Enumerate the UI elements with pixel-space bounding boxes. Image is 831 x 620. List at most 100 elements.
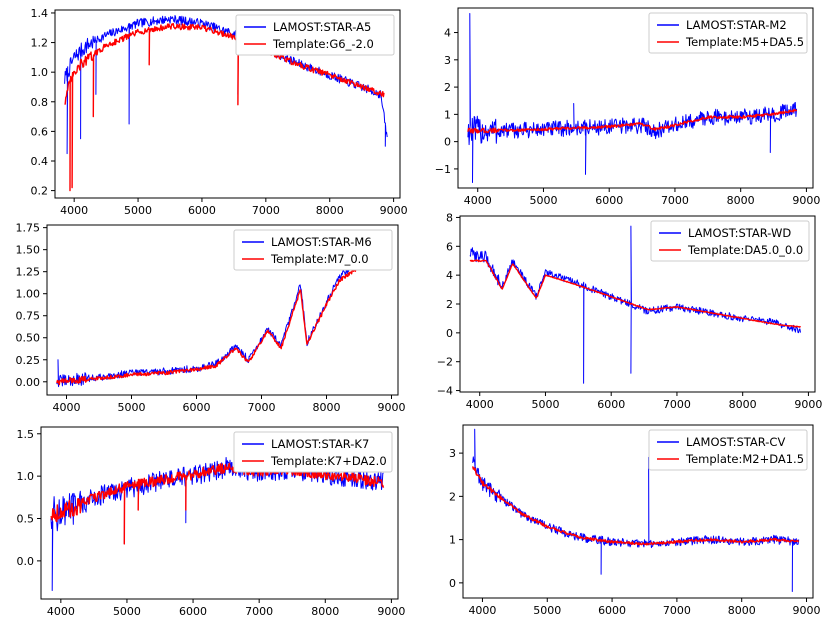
series-line-template bbox=[467, 108, 798, 134]
legend-label: LAMOST:STAR-M2 bbox=[686, 18, 787, 32]
x-tick-label: 5000 bbox=[533, 604, 561, 617]
y-tick-label: 4 bbox=[444, 27, 451, 40]
x-tick-label: 6000 bbox=[188, 204, 216, 217]
y-tick-label: 4 bbox=[446, 269, 453, 282]
x-tick-label: 9000 bbox=[377, 605, 405, 618]
x-tick-label: 8000 bbox=[727, 194, 755, 207]
legend bbox=[233, 431, 393, 473]
x-tick-label: 6000 bbox=[597, 398, 625, 411]
y-tick-label: 2 bbox=[449, 490, 456, 503]
y-tick-label: 1 bbox=[444, 108, 451, 121]
y-tick-label: 0.00 bbox=[16, 376, 41, 389]
plot-frame bbox=[40, 426, 399, 600]
x-tick-label: 6000 bbox=[595, 194, 623, 207]
y-tick-label: 1.0 bbox=[31, 66, 49, 79]
legend-label: LAMOST:STAR-M6 bbox=[271, 235, 372, 249]
x-tick-label: 7000 bbox=[661, 194, 689, 207]
legend bbox=[650, 220, 810, 262]
x-tick-label: 8000 bbox=[728, 604, 756, 617]
series-line-template bbox=[56, 265, 385, 386]
chart-star-m2: 4000 5000 6000 7000 8000 9000 −1 0 1 2 3 4 LAMOST:ST… bbox=[435, 7, 820, 207]
y-tick-label: 1.4 bbox=[31, 7, 49, 20]
y-tick-label: 0 bbox=[449, 577, 456, 590]
legend-label: LAMOST:STAR-A5 bbox=[273, 20, 371, 34]
x-tick-label: 8000 bbox=[313, 401, 341, 414]
legend bbox=[648, 12, 808, 54]
y-tick-label: −1 bbox=[435, 163, 451, 176]
legend-label: LAMOST:STAR-K7 bbox=[271, 437, 369, 451]
chart-star-k7: 4000 5000 6000 7000 8000 9000 0.0 0.5 1.0 1.5 LAMO… bbox=[17, 426, 405, 618]
y-tick-label: 0.50 bbox=[16, 332, 41, 345]
chart-star-a5: 4000 5000 6000 7000 8000 9000 0.2 0.4 0.6 0.8 1.0 1… bbox=[31, 7, 408, 217]
y-tick-label: 0.6 bbox=[31, 125, 49, 138]
x-tick-label: 9000 bbox=[378, 401, 406, 414]
x-tick-label: 6000 bbox=[183, 401, 211, 414]
y-tick-label: 1.75 bbox=[16, 222, 41, 235]
x-tick-label: 5000 bbox=[124, 204, 152, 217]
x-tick-label: 7000 bbox=[248, 401, 276, 414]
y-tick-label: 3 bbox=[444, 54, 451, 67]
plot-frame bbox=[457, 7, 814, 189]
legend-label: LAMOST:STAR-WD bbox=[688, 226, 791, 240]
x-tick-label: 4000 bbox=[466, 398, 494, 411]
y-tick-label: 0.8 bbox=[31, 96, 49, 109]
x-tick-label: 5000 bbox=[113, 605, 141, 618]
x-tick-label: 9000 bbox=[792, 194, 820, 207]
y-tick-label: 1.5 bbox=[17, 428, 35, 441]
legend-label: Template:DA5.0_0.0 bbox=[687, 243, 803, 257]
series-line-observed bbox=[469, 225, 801, 384]
plot-frame bbox=[46, 224, 399, 396]
chart-star-cv: 4000 5000 6000 7000 8000 9000 0 1 2 3 LAMOST:STAR-… bbox=[449, 424, 821, 617]
x-tick-label: 5000 bbox=[529, 194, 557, 207]
x-tick-label: 4000 bbox=[464, 194, 492, 207]
legend bbox=[235, 14, 395, 56]
series-line-template bbox=[50, 462, 385, 545]
x-tick-label: 4000 bbox=[60, 204, 88, 217]
y-tick-label: 2 bbox=[446, 298, 453, 311]
legend bbox=[648, 429, 808, 471]
y-tick-label: 1.50 bbox=[16, 244, 41, 257]
plot-frame bbox=[462, 424, 814, 599]
y-tick-label: 0.75 bbox=[16, 310, 41, 323]
x-tick-label: 8000 bbox=[729, 398, 757, 411]
chart-star-wd: 4000 5000 6000 7000 8000 9000 −4 −2 0 2 4 6 8 LAMOST:… bbox=[437, 211, 823, 411]
x-tick-label: 4000 bbox=[53, 401, 81, 414]
legend-label: Template:G6_-2.0 bbox=[272, 37, 374, 51]
y-tick-label: 0.2 bbox=[31, 185, 49, 198]
x-tick-label: 4000 bbox=[468, 604, 496, 617]
y-tick-label: 3 bbox=[449, 447, 456, 460]
x-tick-label: 7000 bbox=[663, 398, 691, 411]
y-tick-label: 1.25 bbox=[16, 266, 41, 279]
x-tick-label: 9000 bbox=[380, 204, 408, 217]
x-tick-label: 6000 bbox=[598, 604, 626, 617]
y-tick-label: 1.2 bbox=[31, 37, 49, 50]
legend-label: Template:M5+DA5.5 bbox=[685, 35, 804, 49]
y-tick-label: 0 bbox=[444, 136, 451, 149]
y-tick-label: −2 bbox=[437, 356, 453, 369]
y-tick-label: 1 bbox=[449, 534, 456, 547]
x-tick-label: 9000 bbox=[793, 604, 821, 617]
y-tick-label: 8 bbox=[446, 211, 453, 224]
y-tick-label: 0.4 bbox=[31, 155, 49, 168]
legend-label: Template:M2+DA1.5 bbox=[685, 452, 804, 466]
x-tick-label: 6000 bbox=[179, 605, 207, 618]
y-tick-label: 0.0 bbox=[17, 555, 35, 568]
y-tick-label: 1.00 bbox=[16, 288, 41, 301]
legend bbox=[233, 229, 393, 271]
y-tick-label: 6 bbox=[446, 240, 453, 253]
y-tick-label: 1.0 bbox=[17, 470, 35, 483]
x-tick-label: 7000 bbox=[252, 204, 280, 217]
x-tick-label: 7000 bbox=[663, 604, 691, 617]
series-line-template bbox=[469, 259, 802, 328]
chart-star-m6: 4000 5000 6000 7000 8000 9000 0.00 0.25 0.50 0.75… bbox=[16, 222, 406, 414]
x-tick-label: 8000 bbox=[316, 204, 344, 217]
y-tick-label: 0 bbox=[446, 327, 453, 340]
series-line-template bbox=[64, 22, 385, 192]
y-tick-label: −4 bbox=[437, 385, 453, 398]
series-line-observed bbox=[472, 428, 800, 592]
x-tick-label: 9000 bbox=[794, 398, 822, 411]
y-tick-label: 0.25 bbox=[16, 354, 41, 367]
x-tick-label: 8000 bbox=[311, 605, 339, 618]
legend-label: LAMOST:STAR-CV bbox=[686, 435, 785, 449]
x-tick-label: 4000 bbox=[47, 605, 75, 618]
